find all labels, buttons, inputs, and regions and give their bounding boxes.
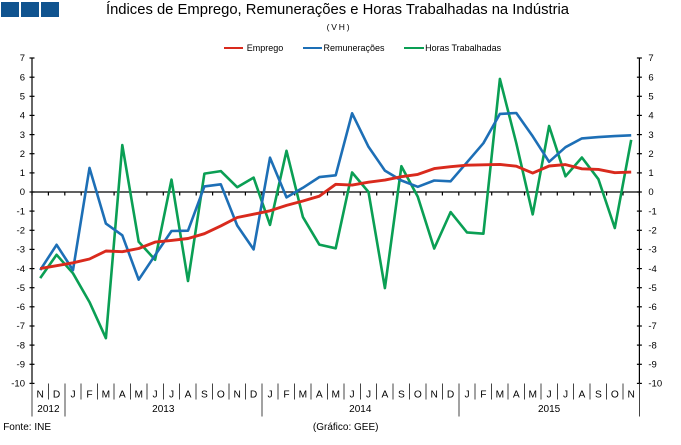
svg-text:2: 2 xyxy=(20,149,25,160)
svg-text:N: N xyxy=(431,389,438,400)
svg-text:N: N xyxy=(234,389,241,400)
svg-text:J: J xyxy=(153,389,158,400)
svg-text:1: 1 xyxy=(648,168,653,179)
svg-text:6: 6 xyxy=(648,72,653,83)
svg-text:M: M xyxy=(102,389,111,400)
svg-text:A: A xyxy=(185,389,192,400)
svg-text:N: N xyxy=(628,389,635,400)
svg-text:3: 3 xyxy=(20,130,25,141)
svg-text:2014: 2014 xyxy=(349,404,372,415)
svg-text:3: 3 xyxy=(648,130,653,141)
svg-text:-10: -10 xyxy=(648,379,662,390)
svg-text:-4: -4 xyxy=(17,264,25,275)
svg-text:-7: -7 xyxy=(648,321,656,332)
svg-text:-1: -1 xyxy=(648,206,656,217)
svg-text:7: 7 xyxy=(648,53,653,64)
svg-text:S: S xyxy=(398,389,405,400)
svg-text:A: A xyxy=(316,389,323,400)
svg-text:J: J xyxy=(563,389,568,400)
svg-text:-3: -3 xyxy=(648,245,656,256)
svg-text:D: D xyxy=(53,389,60,400)
svg-text:F: F xyxy=(86,389,92,400)
svg-text:-9: -9 xyxy=(17,360,25,371)
svg-text:-7: -7 xyxy=(17,321,25,332)
svg-text:D: D xyxy=(447,389,454,400)
svg-text:M: M xyxy=(528,389,537,400)
svg-text:O: O xyxy=(611,389,619,400)
svg-text:7: 7 xyxy=(20,53,25,64)
svg-text:M: M xyxy=(496,389,505,400)
svg-text:2015: 2015 xyxy=(538,404,561,415)
svg-text:0: 0 xyxy=(648,187,653,198)
svg-text:0: 0 xyxy=(20,187,25,198)
svg-text:4: 4 xyxy=(648,111,653,122)
svg-text:5: 5 xyxy=(20,92,25,103)
svg-text:-1: -1 xyxy=(17,206,25,217)
svg-text:S: S xyxy=(595,389,602,400)
svg-text:A: A xyxy=(513,389,520,400)
svg-text:J: J xyxy=(547,389,552,400)
svg-text:A: A xyxy=(119,389,126,400)
svg-text:-4: -4 xyxy=(648,264,656,275)
svg-text:F: F xyxy=(283,389,289,400)
svg-text:D: D xyxy=(250,389,257,400)
svg-text:6: 6 xyxy=(20,72,25,83)
svg-text:-9: -9 xyxy=(648,360,656,371)
svg-text:O: O xyxy=(414,389,422,400)
svg-text:-5: -5 xyxy=(17,283,25,294)
svg-text:-2: -2 xyxy=(648,226,656,237)
svg-text:A: A xyxy=(579,389,586,400)
svg-text:2012: 2012 xyxy=(37,404,60,415)
svg-text:J: J xyxy=(366,389,371,400)
svg-text:2: 2 xyxy=(648,149,653,160)
svg-text:N: N xyxy=(37,389,44,400)
svg-text:-8: -8 xyxy=(648,340,656,351)
svg-text:M: M xyxy=(299,389,308,400)
svg-text:-2: -2 xyxy=(17,226,25,237)
svg-text:-3: -3 xyxy=(17,245,25,256)
svg-text:S: S xyxy=(201,389,208,400)
svg-text:-8: -8 xyxy=(17,340,25,351)
svg-text:J: J xyxy=(267,389,272,400)
svg-text:5: 5 xyxy=(648,92,653,103)
svg-text:M: M xyxy=(331,389,340,400)
svg-text:J: J xyxy=(350,389,355,400)
svg-text:M: M xyxy=(134,389,143,400)
svg-text:4: 4 xyxy=(20,111,25,122)
svg-text:J: J xyxy=(464,389,469,400)
svg-text:-10: -10 xyxy=(11,379,25,390)
svg-text:1: 1 xyxy=(20,168,25,179)
svg-text:A: A xyxy=(382,389,389,400)
svg-text:-6: -6 xyxy=(648,302,656,313)
svg-text:-5: -5 xyxy=(648,283,656,294)
svg-text:J: J xyxy=(70,389,75,400)
svg-text:F: F xyxy=(480,389,486,400)
svg-text:J: J xyxy=(169,389,174,400)
svg-text:2013: 2013 xyxy=(152,404,175,415)
svg-text:O: O xyxy=(217,389,225,400)
svg-text:-6: -6 xyxy=(17,302,25,313)
